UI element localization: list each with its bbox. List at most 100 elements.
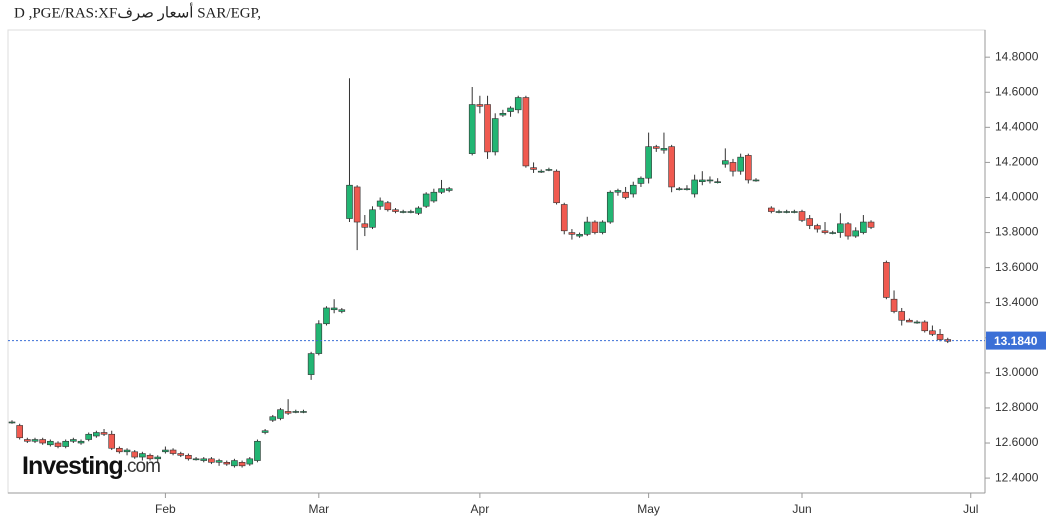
candle-body — [599, 221, 606, 233]
logo-main: Investing — [22, 452, 123, 480]
candle-body — [70, 439, 77, 442]
x-tick-label: May — [637, 502, 660, 516]
candle-body — [131, 451, 139, 458]
candle-body — [499, 113, 507, 116]
candle-body — [722, 160, 729, 165]
candle-body — [675, 188, 683, 191]
x-tick-label: Jun — [792, 502, 811, 516]
candle-body — [591, 221, 599, 233]
logo-suffix: .com — [123, 456, 160, 477]
candle-body — [177, 453, 185, 456]
chart-title: D ,PGE/RAS:XFأسعار صرف SAR/EGP, — [14, 2, 261, 21]
y-tick-label: 12.8000 — [995, 400, 1039, 414]
candle-body — [867, 221, 875, 228]
candle-body — [392, 209, 399, 212]
candle-body — [238, 462, 246, 467]
candle-body — [100, 432, 108, 435]
candle-body — [514, 97, 522, 111]
candle-body — [553, 170, 560, 204]
candle-body — [545, 169, 553, 171]
candle-body — [346, 184, 353, 219]
candle-body — [606, 191, 614, 223]
candle-body — [883, 262, 890, 298]
candle-body — [108, 433, 116, 449]
x-tick-label: Jul — [963, 502, 978, 516]
candle-body — [31, 439, 39, 442]
candle-body — [829, 232, 836, 234]
candle-body — [622, 191, 629, 198]
candle-body — [522, 97, 530, 167]
candle-body — [361, 223, 369, 228]
logo: Investing.com — [22, 452, 160, 480]
candle-body — [814, 225, 821, 230]
candle-body — [775, 211, 783, 213]
candle-body — [47, 440, 54, 446]
candle-body — [714, 181, 721, 184]
candle-body — [691, 179, 698, 195]
candle-body — [560, 204, 568, 232]
candle-body — [576, 234, 583, 237]
y-tick-label: 13.0000 — [995, 365, 1039, 379]
candle-body — [806, 218, 813, 226]
candle-body — [537, 170, 545, 173]
candle-body — [614, 190, 622, 193]
candle-body — [261, 430, 269, 433]
candle-body — [568, 232, 576, 235]
candle-body — [798, 211, 806, 221]
candle-body — [376, 200, 384, 207]
candle-body — [307, 353, 315, 375]
candle-body — [898, 311, 906, 321]
candle-body — [637, 177, 645, 184]
candle-body — [123, 449, 131, 453]
candle-body — [407, 211, 415, 213]
candle-body — [369, 209, 376, 228]
candle-body — [415, 207, 422, 214]
candle-body — [683, 188, 691, 191]
candle-body — [39, 439, 46, 444]
y-tick-label: 14.0000 — [995, 190, 1039, 204]
x-tick-label: Feb — [155, 502, 176, 516]
candle-body — [277, 409, 284, 419]
candle-body — [169, 449, 177, 454]
candle-body — [837, 223, 844, 233]
candle-body — [269, 416, 277, 421]
candle-body — [852, 230, 860, 237]
x-tick-label: Mar — [308, 502, 329, 516]
candle-body — [192, 458, 200, 461]
candle-body — [93, 432, 100, 437]
candle-body — [300, 411, 307, 413]
candle-body — [24, 439, 31, 442]
y-tick-label: 14.6000 — [995, 84, 1039, 98]
candle-body — [422, 193, 430, 207]
y-tick-label: 14.8000 — [995, 49, 1039, 63]
candle-body — [491, 118, 499, 153]
candle-body — [162, 449, 169, 453]
plot-area — [7, 29, 986, 494]
candle-body — [223, 462, 231, 465]
candle-body — [77, 440, 85, 444]
candle-body — [116, 447, 123, 453]
candle-body — [530, 167, 537, 170]
last-price-box — [986, 331, 1046, 350]
candle-body — [706, 179, 714, 182]
candle-body — [353, 186, 361, 223]
candle-body — [745, 155, 752, 181]
candle-body — [16, 425, 23, 439]
candle-body — [768, 207, 775, 212]
y-tick-label: 12.4000 — [995, 470, 1039, 484]
candle-body — [338, 309, 346, 312]
candle-body — [315, 323, 323, 354]
candle-body — [821, 230, 829, 233]
y-tick-label: 14.4000 — [995, 120, 1039, 134]
candle-body — [139, 453, 146, 458]
candle-body — [737, 156, 744, 172]
candle-body — [200, 458, 208, 461]
candle-body — [906, 319, 913, 323]
candle-body — [921, 321, 929, 332]
candle-body — [652, 146, 660, 149]
candle-body — [860, 221, 867, 233]
candle-body — [929, 330, 936, 335]
candle-body — [445, 188, 453, 191]
